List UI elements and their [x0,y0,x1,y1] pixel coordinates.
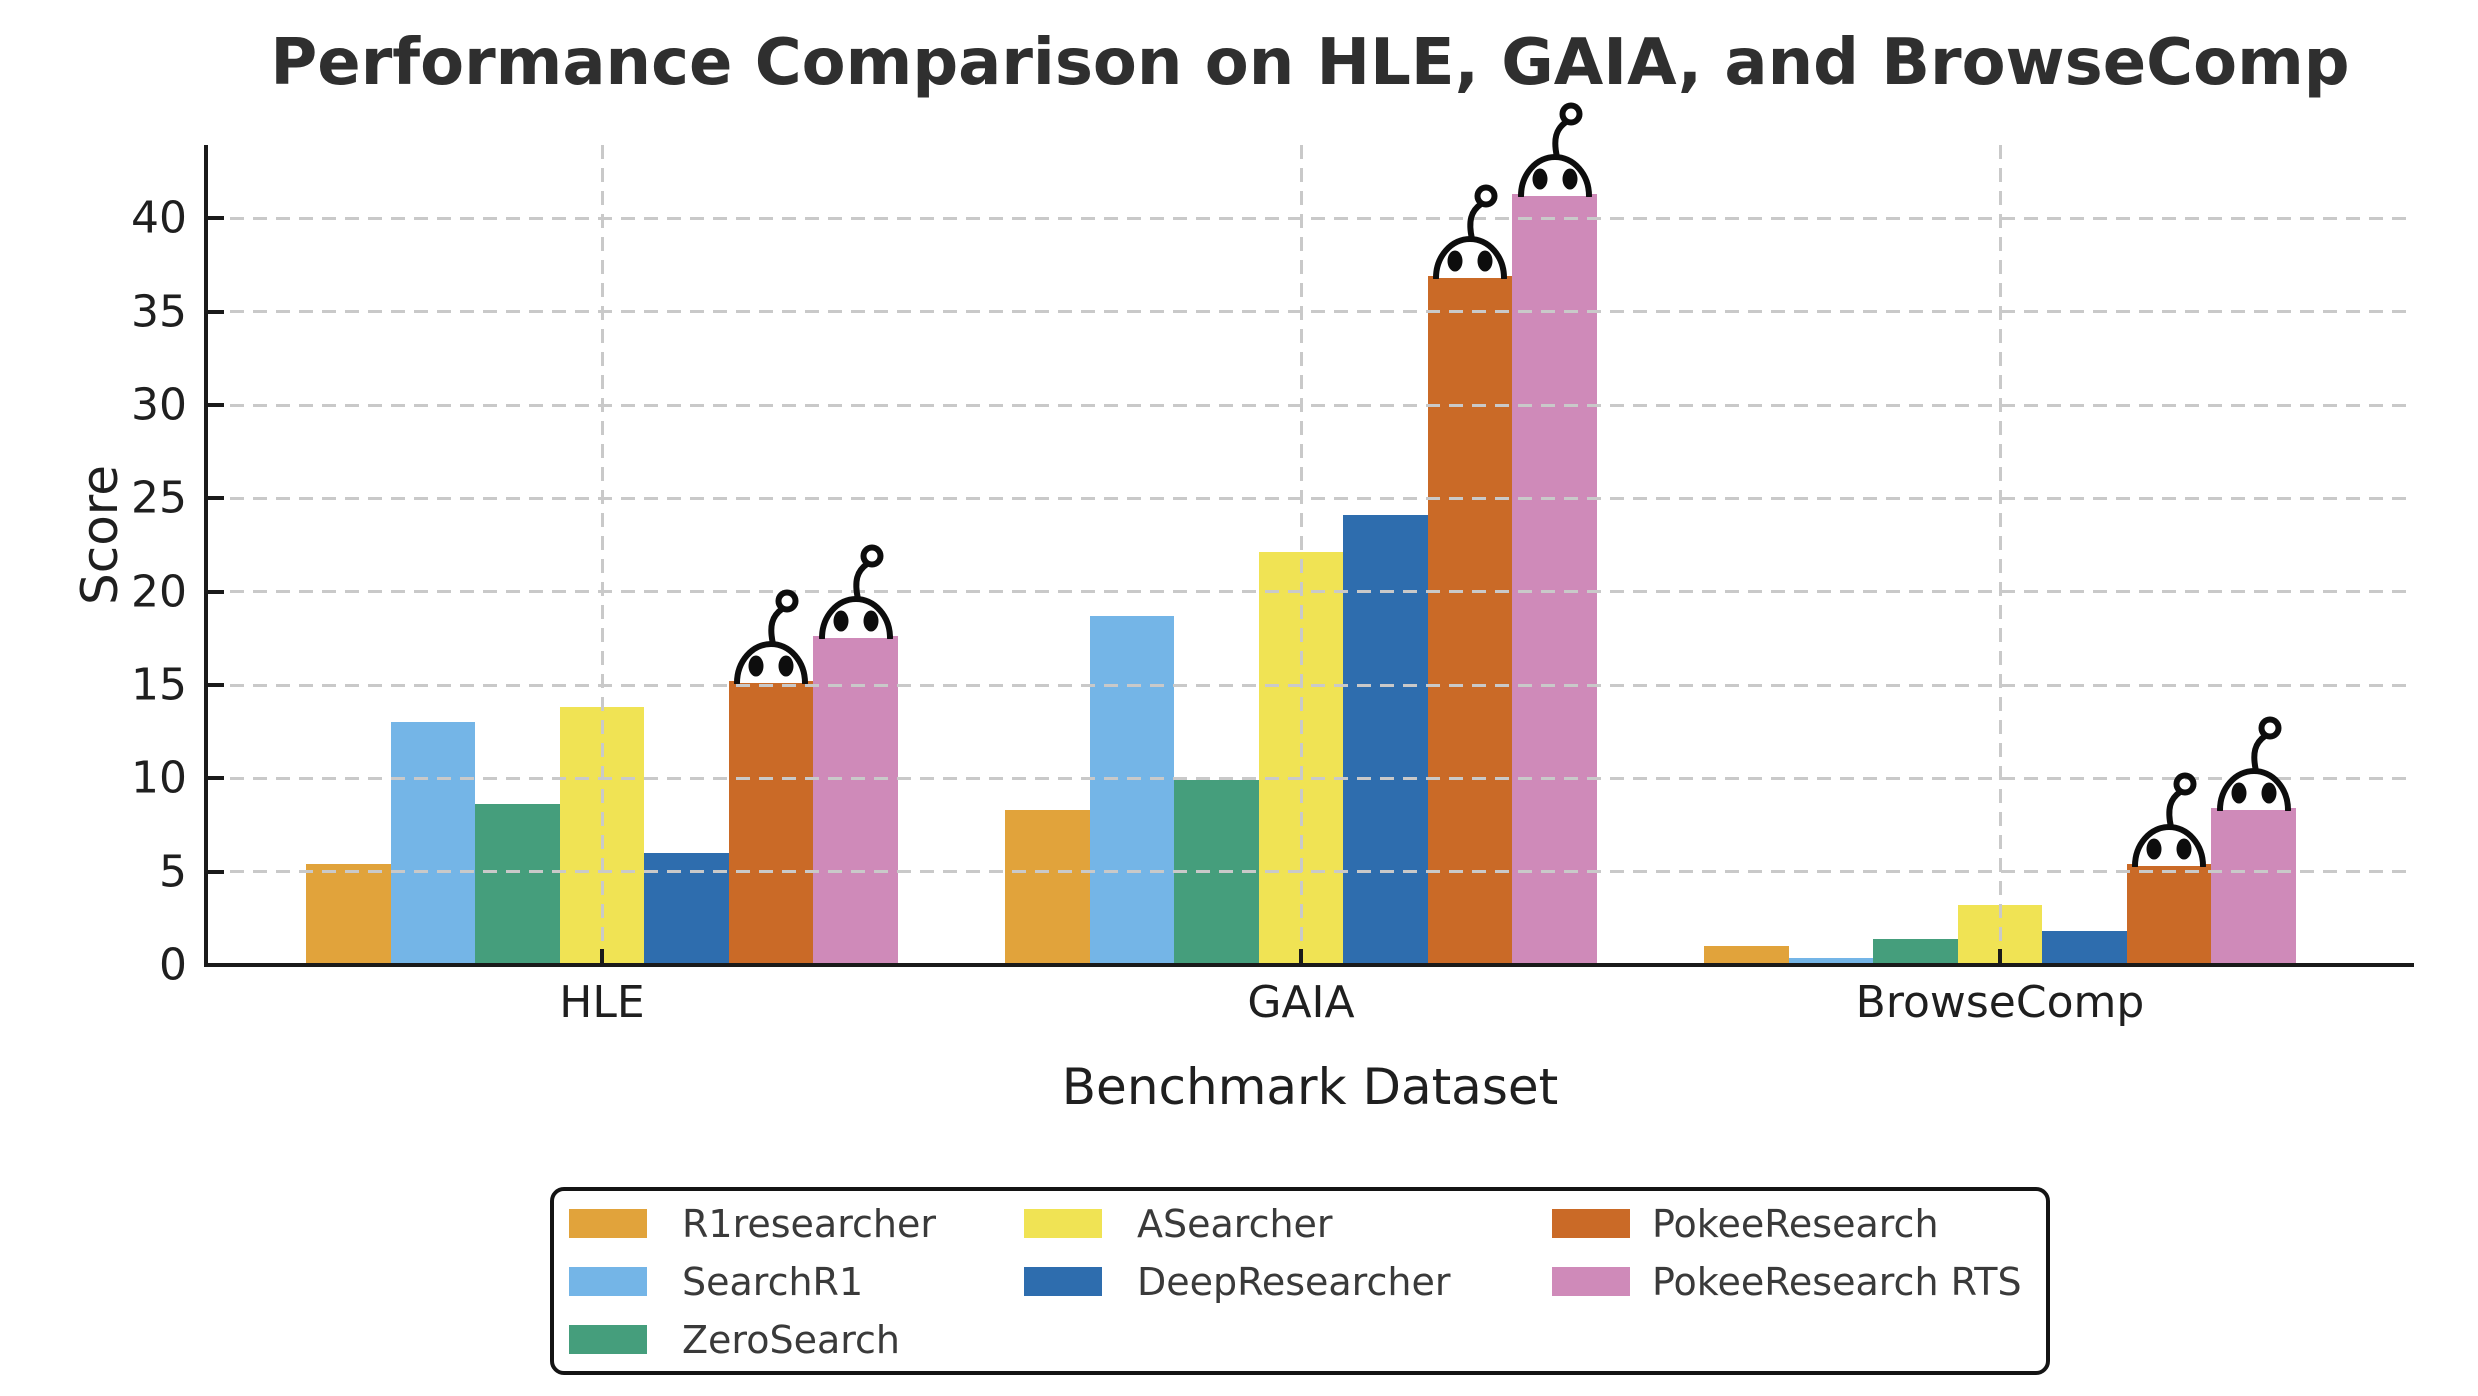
h-gridline [207,496,2412,500]
h-gridline [207,870,2412,874]
legend: R1researcher SearchR1 ZeroSearch ASearcher D… [550,1187,2050,1375]
bar-r1researcher-browsecomp [1704,946,1789,965]
y-tick-label: 25 [131,472,187,524]
legend-swatch-r1researcher [569,1209,647,1238]
bar-searchr1-gaia [1089,615,1175,965]
y-tick-label: 5 [159,846,187,898]
legend-swatch-pokeeresearch [1552,1209,1630,1238]
x-tick-label: HLE [559,977,645,1028]
h-gridline [207,683,2412,687]
y-tick-label: 10 [131,752,187,804]
bar-r1researcher-gaia [1005,810,1090,965]
x-axis-label: Benchmark Dataset [1061,1058,1559,1116]
h-gridline [207,310,2412,314]
legend-label-pokeeresearch-rts: PokeeResearch RTS [1652,1260,2022,1304]
legend-swatch-searchr1 [569,1267,647,1296]
y-tick-label: 30 [131,379,187,431]
v-gridline [1299,145,1303,965]
y-tick [208,869,224,874]
legend-label-deepresearcher: DeepResearcher [1137,1260,1451,1304]
bar-searchr1-browsecomp [1788,957,1874,965]
x-tick-label: BrowseComp [1855,977,2145,1028]
y-tick [208,403,224,407]
y-axis-line [204,145,208,967]
y-tick [208,589,224,594]
x-axis-line [204,963,2414,967]
x-tick [1299,949,1303,965]
h-gridline [207,216,2412,220]
x-tick-label: GAIA [1247,977,1355,1028]
y-tick [208,963,224,967]
legend-label-pokeeresearch: PokeeResearch [1652,1202,1939,1246]
legend-label-searchr1: SearchR1 [682,1260,864,1304]
chart-title: Performance Comparison on HLE, GAIA, and… [270,26,2350,100]
y-tick [208,683,224,687]
bar-pokeeresearch-hle [728,681,814,965]
y-tick-label: 35 [131,286,187,338]
legend-swatch-deepresearcher [1024,1267,1102,1296]
y-tick-label: 0 [159,939,187,991]
h-gridline [207,403,2412,407]
bar-zerosearch-hle [475,804,560,965]
y-tick [208,216,224,221]
bar-pokeeresearch-rts-gaia [1512,194,1597,965]
bar-pokeeresearch-rts-hle [813,636,898,965]
y-tick-label: 20 [131,566,187,618]
legend-swatch-zerosearch [569,1325,647,1354]
bar-zerosearch-browsecomp [1873,938,1958,965]
y-tick-label: 40 [131,192,187,244]
bar-pokeeresearch-rts-browsecomp [2211,808,2296,965]
legend-swatch-asearcher [1024,1209,1102,1238]
x-tick [1998,949,2002,965]
bar-searchr1-hle [390,722,476,965]
h-gridline [207,590,2412,594]
legend-label-asearcher: ASearcher [1137,1202,1333,1246]
bar-deepresearcher-gaia [1343,515,1428,965]
v-gridline [1998,145,2002,965]
y-tick [208,496,224,501]
bar-r1researcher-hle [306,864,391,965]
bar-pokeeresearch-gaia [1427,276,1513,965]
robot-face-icon [2127,767,2211,871]
v-gridline [600,145,604,965]
y-tick [208,309,224,314]
robot-face-icon [814,539,898,643]
bar-pokeeresearch-browsecomp [2126,864,2212,965]
robot-face-icon [2212,711,2296,815]
robot-face-icon [729,584,813,688]
robot-face-icon [1428,179,1512,283]
robot-face-icon [1513,97,1597,201]
legend-label-zerosearch: ZeroSearch [682,1318,900,1362]
x-tick [600,949,604,965]
legend-label-r1researcher: R1researcher [682,1202,936,1246]
h-gridline [207,776,2412,780]
y-tick-label: 15 [131,659,187,711]
y-tick [208,776,224,781]
legend-swatch-pokeeresearch-rts [1552,1267,1630,1296]
bar-deepresearcher-browsecomp [2042,931,2127,965]
